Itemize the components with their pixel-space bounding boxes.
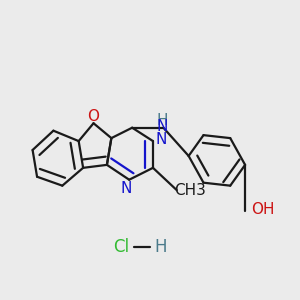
Text: H: H [154, 238, 167, 256]
Text: N: N [121, 181, 132, 196]
Text: Cl: Cl [113, 238, 129, 256]
Text: O: O [88, 109, 100, 124]
Text: H: H [156, 113, 168, 128]
Text: CH3: CH3 [174, 183, 206, 198]
Text: OH: OH [251, 202, 274, 217]
Text: N: N [156, 132, 167, 147]
Text: N: N [156, 119, 168, 134]
